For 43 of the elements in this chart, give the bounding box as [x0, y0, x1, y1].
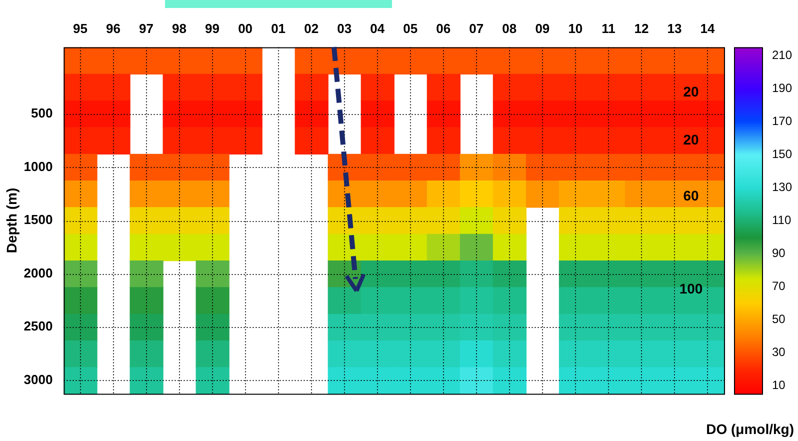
x-tick-label: 01 [271, 20, 286, 36]
y-tick-label: 1500 [24, 212, 53, 228]
color-bar-label: 30 [772, 344, 786, 359]
x-tick-label: 00 [238, 20, 253, 36]
x-tick-label: 07 [469, 20, 484, 36]
y-tick-label: 3000 [24, 372, 53, 388]
annotation: 20 [683, 83, 699, 100]
color-bar-label: 190 [772, 80, 792, 95]
x-tick-label: 06 [436, 20, 451, 36]
x-tick-label: 11 [602, 20, 616, 36]
color-bar-label: 90 [772, 246, 786, 260]
x-tick-label: 97 [139, 20, 154, 36]
x-tick-label: 02 [304, 20, 319, 36]
color-bar-title: DO (μmol/kg) [706, 421, 794, 437]
y-tick-label: 1000 [24, 158, 53, 174]
x-tick-label: 99 [205, 20, 220, 36]
x-tick-label: 13 [667, 20, 682, 36]
color-bar-label: 10 [772, 378, 786, 392]
y-tick-label: 500 [31, 105, 53, 120]
annotation: 20 [683, 131, 699, 148]
y-tick-label: 2000 [24, 265, 53, 280]
x-tick-label: 03 [337, 20, 352, 36]
x-tick-label: 95 [72, 20, 88, 36]
color-bar-label: 110 [772, 212, 792, 227]
color-bar-label: 130 [772, 180, 792, 194]
color-bar-label: 70 [772, 278, 786, 293]
color-bar-label: 170 [772, 114, 792, 128]
x-tick-label: 14 [700, 20, 716, 36]
annotation: 100 [679, 280, 703, 297]
x-tick-label: 05 [403, 20, 418, 36]
x-tick-label: 10 [568, 20, 583, 36]
x-tick-label: 96 [106, 20, 120, 36]
x-tick-label: 09 [535, 20, 550, 36]
color-bar-label: 50 [772, 312, 786, 326]
x-tick-label: 12 [634, 20, 649, 36]
x-tick-label: 98 [172, 20, 187, 36]
annotation: 60 [683, 187, 699, 204]
y-axis-title: Depth (m) [3, 188, 20, 254]
x-tick-label: 04 [370, 20, 386, 36]
y-tick-label: 2500 [24, 318, 53, 334]
color-bar-label: 150 [772, 146, 792, 161]
x-tick-label: 08 [502, 20, 517, 36]
color-bar-label: 210 [772, 48, 792, 62]
